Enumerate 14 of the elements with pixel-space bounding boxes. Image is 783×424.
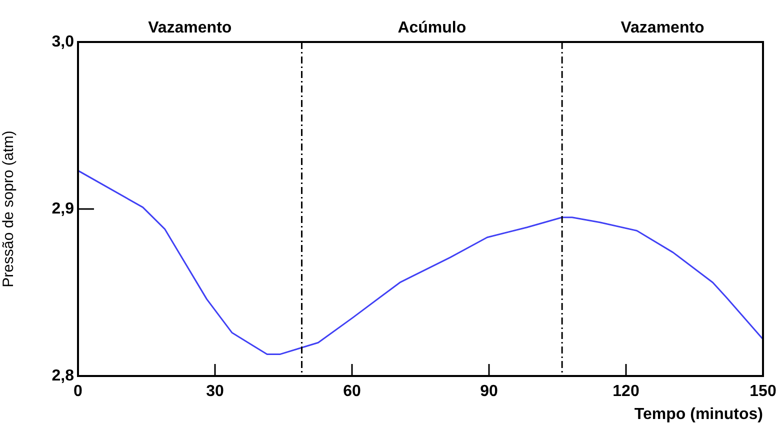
y-tick-label: 3,0 <box>52 33 74 50</box>
text: Acúmulo <box>398 19 466 36</box>
x-tick-label: 0 <box>74 383 83 400</box>
y-tick-label: 2,9 <box>52 200 74 218</box>
x-axis-title: Tempo (minutos) <box>634 406 763 423</box>
x-tick-label: 150 <box>750 383 776 400</box>
text: Vazamento <box>148 19 232 36</box>
y-axis-title: Pressão de sopro (atm) <box>0 130 18 288</box>
x-tick-label: 120 <box>612 383 640 400</box>
x-tick-label: 60 <box>343 383 361 400</box>
text: Vazamento <box>620 19 705 36</box>
x-tick-label: 30 <box>206 383 224 400</box>
y-tick-label: 2,8 <box>52 367 74 384</box>
x-tick-label: 90 <box>480 383 498 400</box>
